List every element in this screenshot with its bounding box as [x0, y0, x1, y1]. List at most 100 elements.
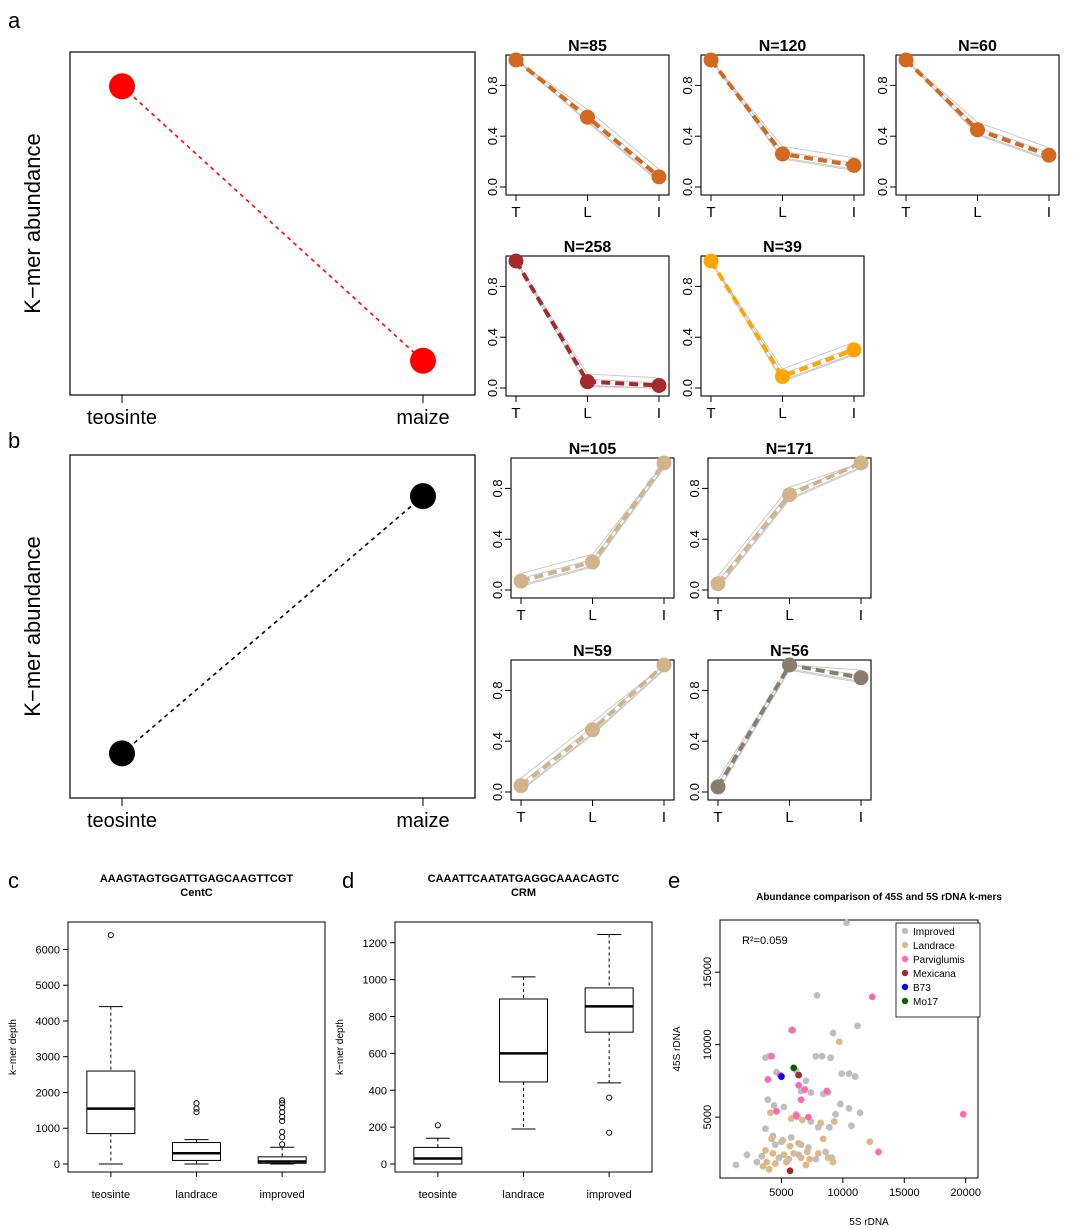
e-point-improved [732, 1161, 740, 1169]
a3-trajectory [905, 59, 1050, 154]
panel-letter-d: d [342, 868, 354, 893]
a_main-series-line [121, 85, 424, 362]
b3-chart: N=59 0.0 0.4 0.8 T L I [490, 643, 675, 826]
a_main-xtick-label: teosinte [87, 407, 157, 429]
e-xtick-label: 10000 [828, 1187, 859, 1199]
e-point-parviglumis [768, 1052, 775, 1060]
e-point-improved [780, 1103, 788, 1111]
e-point-parviglumis [764, 1076, 772, 1083]
b2-xtick-label: I [859, 607, 863, 624]
d-xtick-label: improved [587, 1189, 632, 1201]
e-legend-label: Mexicana [913, 969, 956, 980]
a1-chart: N=85 0.0 0.4 0.8 T L I [485, 38, 670, 221]
c-ytick-label: 5000 [36, 980, 60, 992]
c-subtitle: CentC [180, 887, 212, 899]
a4-chart: N=258 0.0 0.4 0.8 T L I [485, 239, 670, 422]
a2-point [846, 157, 862, 173]
e-point-landrace [768, 1135, 775, 1143]
e-point-improved [845, 1070, 853, 1078]
d-chart: CAAATTCAATATGAGGCAAACAGTC CRM k−mer depth 0… [335, 873, 653, 1201]
a4-ytick-label: 0.4 [485, 328, 500, 346]
a5-trajectory [710, 260, 855, 381]
e-point-improved [813, 991, 821, 999]
e-point-improved [854, 1022, 861, 1030]
a4-point [508, 253, 524, 269]
b4-trajectory [717, 664, 862, 780]
e-point-parviglumis [792, 1112, 800, 1120]
e-point-improved [818, 1052, 826, 1060]
a3-trajectory [905, 59, 1050, 160]
b3-title: N=59 [573, 643, 612, 660]
a4-ytick-label: 0.0 [485, 379, 500, 397]
c-ytick-label: 6000 [36, 944, 60, 956]
b1-ytick-label: 0.8 [490, 479, 505, 497]
d-outlier [606, 1129, 613, 1136]
e-legend: Improved Landrace Parviglumis Mexicana B73 Mo… [895, 922, 981, 1018]
b2-xtick-label: T [713, 607, 722, 624]
e-legend-swatch [901, 983, 909, 991]
e-point-improved [743, 1151, 751, 1159]
b3-ytick-label: 0.8 [490, 681, 505, 699]
a3-ytick-label: 0.8 [875, 76, 890, 94]
e-ytick-label: 15000 [702, 957, 714, 988]
c-ylabel: k−mer depth [8, 1019, 19, 1075]
e-point-landrace [765, 1165, 773, 1173]
c-outlier [279, 1134, 286, 1141]
e-point-improved [758, 1152, 766, 1160]
a2-chart: N=120 0.0 0.4 0.8 T L I [680, 38, 865, 221]
panel-letter-b: b [8, 428, 20, 453]
b1-xtick-label: L [588, 607, 596, 624]
b2-series-line [716, 461, 862, 585]
b2-ytick-label: 0.4 [687, 530, 702, 548]
e-legend-label: Mo17 [913, 997, 938, 1008]
b2-point [782, 487, 797, 503]
a4-trajectory [515, 260, 660, 384]
e-point-improved [851, 1073, 859, 1080]
e-point-parviglumis [959, 1110, 967, 1118]
b4-trajectory [717, 664, 862, 785]
a3-point [970, 122, 985, 138]
b1-point [656, 455, 672, 471]
e-point-landrace [766, 1109, 774, 1117]
e-point-improved [764, 1096, 772, 1104]
e-legend-label: B73 [913, 983, 931, 994]
a4-point [580, 374, 595, 390]
d-xtick-label: landrace [502, 1189, 544, 1201]
e-point-improved [856, 1109, 864, 1117]
e-point-parviglumis [795, 1081, 803, 1089]
c-ytick-label: 0 [54, 1159, 60, 1171]
e-point-b73 [778, 1073, 785, 1080]
a1-ytick-label: 0.8 [485, 76, 500, 94]
e-xtick-label: 15000 [889, 1187, 920, 1199]
a4-ytick-label: 0.8 [485, 277, 500, 295]
e-point-improved [822, 1148, 830, 1156]
e-point-landrace [835, 1038, 843, 1046]
c-outlier [193, 1100, 200, 1107]
b4-trajectory [717, 664, 862, 780]
e-point-improved [802, 1077, 810, 1085]
a2-trajectory [710, 59, 855, 159]
e-legend-swatch [901, 997, 909, 1005]
a2-ytick-label: 0.4 [680, 127, 695, 145]
e-ylabel: 45S rDNA [672, 1026, 683, 1071]
a1-xtick-label: L [583, 204, 591, 221]
c-ytick-label: 3000 [36, 1052, 60, 1064]
b4-ytick-label: 0.0 [687, 783, 702, 801]
c-outlier [279, 1109, 286, 1116]
d-subtitle: CRM [511, 887, 536, 899]
b_main-series-line [121, 495, 424, 755]
c-outlier [279, 1141, 286, 1148]
e-point-landrace [759, 1163, 767, 1170]
e-point-landrace [814, 1149, 822, 1157]
b2-trajectory [717, 462, 862, 582]
b1-point [585, 554, 600, 570]
b1-ytick-label: 0.4 [490, 530, 505, 548]
b4-xtick-label: L [785, 809, 793, 826]
c-box [257, 1156, 307, 1164]
c-outlier [193, 1109, 200, 1116]
b_main-xtick-label: maize [396, 810, 449, 832]
a2-xtick-label: T [706, 204, 715, 221]
e-point-parviglumis [789, 1026, 796, 1034]
b4-frame [707, 659, 872, 801]
